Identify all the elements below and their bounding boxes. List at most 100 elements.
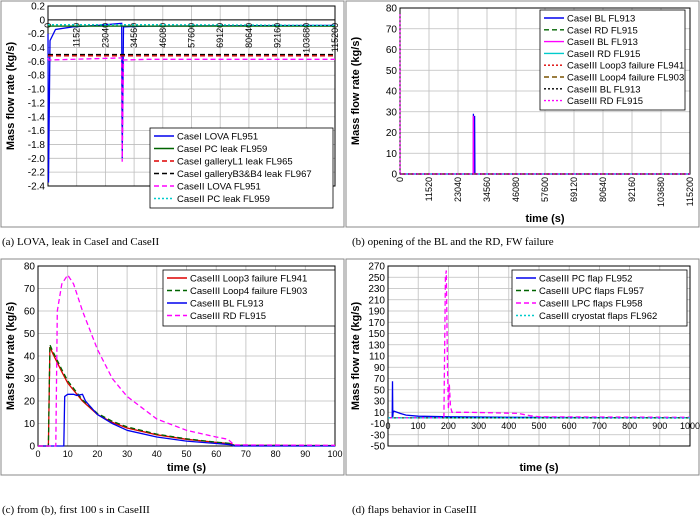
chart-b: 80 70 60 50 40 30 20 10 0 0 11520 23040 34560 46080 57… bbox=[345, 0, 700, 228]
y-axis-label: Mass flow rate (kg/s) bbox=[5, 302, 17, 411]
legend-entry: CaseIII Loop4 failure FL903 bbox=[567, 73, 684, 84]
x-tick-label: 100 bbox=[327, 449, 342, 459]
x-tick-label: 300 bbox=[471, 421, 486, 431]
chart-d-svg: 2702502302101901701501301109070503010-10… bbox=[345, 258, 700, 476]
legend-entry: CaseII RD FL915 bbox=[567, 49, 640, 60]
x-tick-label: 23040 bbox=[453, 177, 463, 202]
legend-entry: CaseII LOVA FL951 bbox=[177, 182, 261, 193]
x-tick-label: 50 bbox=[181, 449, 191, 459]
x-tick-label: 200 bbox=[441, 421, 456, 431]
legend-entry: CaseIII Loop3 failure FL941 bbox=[190, 274, 307, 285]
y-tick-label: 70 bbox=[24, 284, 36, 295]
y-tick-label: -2.0 bbox=[28, 154, 46, 165]
y-tick-label: -0.6 bbox=[28, 57, 46, 68]
y-tick-label: 50 bbox=[386, 66, 398, 77]
x-tick-label: 69120 bbox=[569, 177, 579, 202]
y-tick-label: 190 bbox=[368, 307, 385, 318]
y-tick-label: -1.0 bbox=[28, 85, 46, 96]
legend-entry: CaseIII RD FL915 bbox=[567, 96, 643, 107]
x-tick-label: 500 bbox=[531, 421, 546, 431]
x-tick-label: 90 bbox=[300, 449, 310, 459]
chart-c: 0 10 20 30 40 50 60 70 80 0 10 20 30 40 50 60 70 80 90 100 t… bbox=[0, 258, 345, 476]
y-tick-label: 70 bbox=[374, 374, 386, 385]
y-tick-label: 10 bbox=[374, 408, 386, 419]
y-tick-label: -2.2 bbox=[28, 168, 46, 179]
x-tick-label: 92160 bbox=[627, 177, 637, 202]
y-tick-label: 150 bbox=[368, 329, 385, 340]
legend-entry: CaseIII Loop4 failure FL903 bbox=[190, 286, 307, 297]
x-axis-label: time (s) bbox=[167, 462, 206, 474]
chart-a: 0.2 0 -0.2 -0.4 -0.6 -0.8 -1.0 -1.2 -1.4 -1.6 -1.8… bbox=[0, 0, 345, 228]
x-tick-label: 30 bbox=[122, 449, 132, 459]
y-tick-label: -2.4 bbox=[28, 182, 46, 193]
y-tick-label: 40 bbox=[386, 87, 398, 98]
legend-entry: CaseIII RD FL915 bbox=[190, 311, 266, 322]
legend-entry: CaseI LOVA FL951 bbox=[177, 132, 258, 143]
y-axis-label: Mass flow rate (kg/s) bbox=[5, 42, 17, 151]
legend-entry: CaseII BL FL913 bbox=[567, 37, 638, 48]
x-tick-label: 40 bbox=[152, 449, 162, 459]
y-tick-label: 210 bbox=[368, 295, 385, 306]
y-tick-label: 130 bbox=[368, 340, 385, 351]
x-tick-label: 100 bbox=[411, 421, 426, 431]
y-tick-label: 30 bbox=[24, 374, 36, 385]
chart-b-svg: 807060504030201000 11520 23040 34560 46080 57… bbox=[345, 0, 700, 228]
x-tick-label: 10 bbox=[63, 449, 73, 459]
x-tick-label: 0 bbox=[395, 177, 405, 182]
x-tick-label: 0 bbox=[385, 421, 390, 431]
x-tick-label: 400 bbox=[501, 421, 516, 431]
y-tick-label: 20 bbox=[386, 128, 398, 139]
x-tick-label: 60 bbox=[211, 449, 221, 459]
legend-entry: CaseIII BL FL913 bbox=[190, 299, 264, 310]
legend-entry: CaseIII cryostat flaps FL962 bbox=[539, 311, 657, 322]
x-tick-label: 0 bbox=[43, 23, 53, 28]
y-tick-label: 30 bbox=[374, 397, 386, 408]
y-tick-label: 10 bbox=[386, 149, 398, 160]
x-tick-label: 20 bbox=[92, 449, 102, 459]
y-tick-label: 70 bbox=[386, 24, 398, 35]
x-tick-label: 70 bbox=[241, 449, 251, 459]
x-tick-label: 57600 bbox=[540, 177, 550, 202]
legend-entry: CaseIII BL FL913 bbox=[567, 84, 641, 95]
y-tick-label: -30 bbox=[371, 430, 386, 441]
y-tick-label: 250 bbox=[368, 273, 385, 284]
x-tick-label: 1000 bbox=[680, 421, 700, 431]
chart-c-svg: 0 10 20 30 40 50 60 70 80 0 10 20 30 40 50 60 70 80 90 100 t… bbox=[0, 258, 345, 476]
y-tick-labels: 01020304050607080 bbox=[24, 262, 36, 453]
y-tick-label: 10 bbox=[24, 419, 36, 430]
y-axis-label: Mass flow rate (kg/s) bbox=[350, 302, 362, 411]
y-tick-label: -0.4 bbox=[28, 43, 46, 54]
x-tick-label: 103680 bbox=[656, 177, 666, 207]
x-tick-label: 700 bbox=[592, 421, 607, 431]
legend-entry: CaseI BL FL913 bbox=[567, 14, 635, 25]
y-tick-label: 80 bbox=[386, 4, 398, 15]
legend-entry: CaseI PC leak FL959 bbox=[177, 144, 267, 155]
x-tick-label: 34560 bbox=[482, 177, 492, 202]
x-tick-label: 80640 bbox=[598, 177, 608, 202]
y-tick-label: 80 bbox=[24, 262, 36, 273]
x-tick-label: 800 bbox=[622, 421, 637, 431]
y-tick-label: -0.2 bbox=[28, 29, 46, 40]
y-axis-label: Mass flow rate (kg/s) bbox=[350, 37, 362, 146]
x-tick-label: 0 bbox=[35, 449, 40, 459]
legend-entry: CaseIII Loop3 failure FL941 bbox=[567, 61, 684, 72]
y-tick-label: 0.2 bbox=[31, 2, 45, 13]
caption-c: (c) from (b), first 100 s in CaseIII bbox=[2, 504, 150, 516]
y-tick-label: -1.4 bbox=[28, 112, 46, 123]
legend-entry: CaseI RD FL915 bbox=[567, 25, 638, 36]
x-tick-label: 115200 bbox=[685, 177, 695, 206]
y-tick-label: -1.8 bbox=[28, 140, 46, 151]
legend-entry: CaseIII PC flap FL952 bbox=[539, 274, 632, 285]
y-tick-label: 40 bbox=[24, 352, 36, 363]
x-tick-label: 115200 bbox=[330, 23, 340, 52]
y-tick-labels: 2702502302101901701501301109070503010-10… bbox=[368, 262, 385, 453]
x-tick-label: 103680 bbox=[301, 23, 311, 53]
y-tick-label: -1.2 bbox=[28, 98, 46, 109]
y-tick-label: -0.8 bbox=[28, 71, 46, 82]
y-tick-label: -50 bbox=[371, 442, 386, 453]
y-tick-label: 50 bbox=[374, 385, 386, 396]
x-tick-label: 600 bbox=[562, 421, 577, 431]
